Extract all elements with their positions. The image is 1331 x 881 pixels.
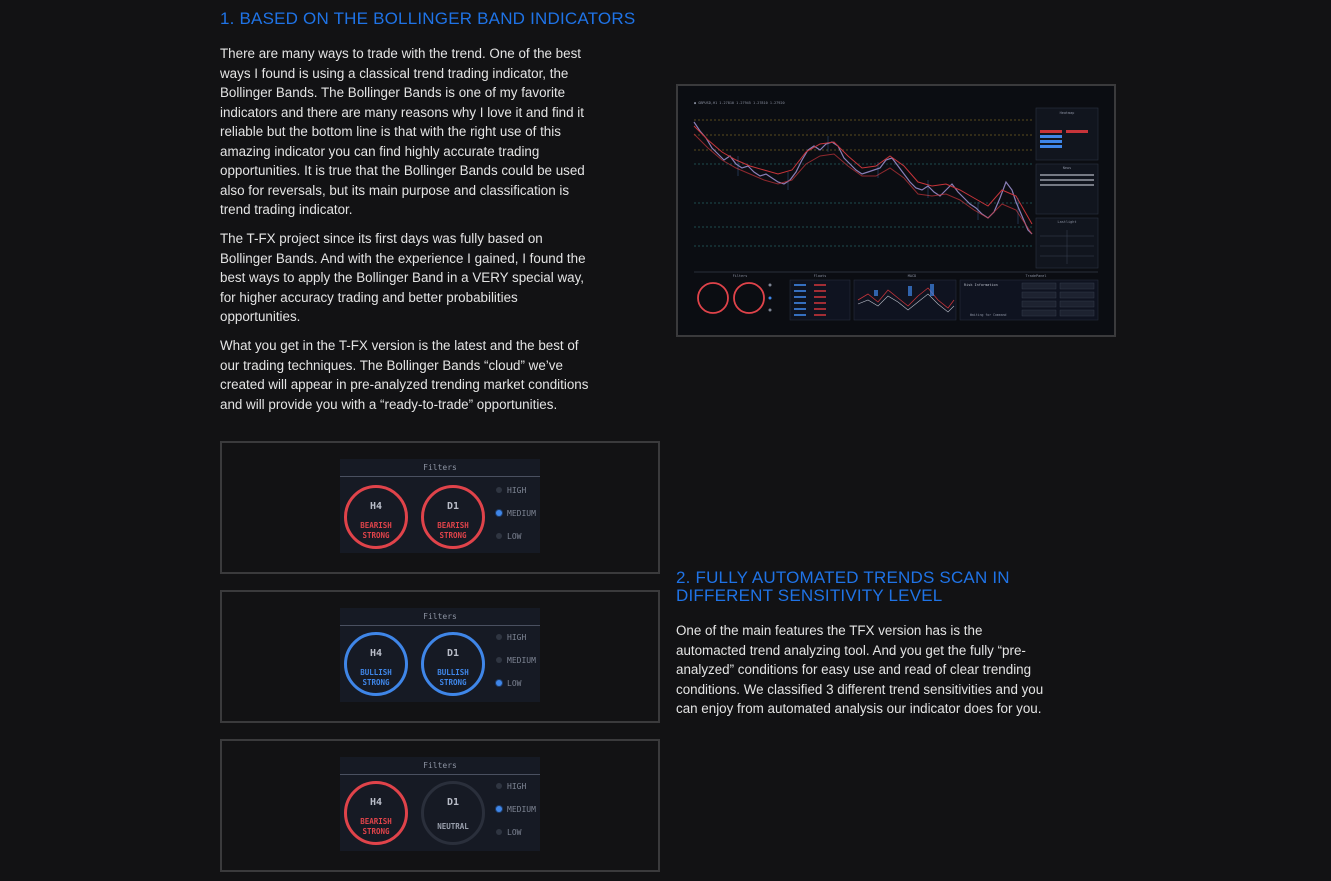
timeframe-label: D1: [446, 797, 460, 808]
trend-state-label: NEUTRAL: [437, 822, 469, 831]
risk-information-title: Risk Information: [964, 283, 998, 287]
radio-selected-icon: [496, 805, 502, 812]
radio-icon: [496, 828, 502, 835]
filters-title: Filters: [423, 612, 457, 621]
sensitivity-option-low[interactable]: LOW: [496, 531, 521, 543]
timeframe-label: H4: [369, 501, 383, 512]
heatmap-panel-title: Heatmap: [1060, 111, 1075, 115]
trend-state-label: BEARISH STRONG: [360, 817, 392, 836]
chart-screenshot-graphic: ● GBPUSD,H1 1.27810 1.27945 1.27810 1.27…: [678, 86, 1114, 335]
timeframe-label: H4: [369, 648, 383, 659]
trend-state-label: BULLISH STRONG: [437, 668, 469, 687]
filters-panel-title: Filters: [733, 274, 748, 278]
filters-title: Filters: [423, 463, 457, 472]
filters-title: Filters: [423, 761, 457, 770]
status-text: Waiting for Command: [970, 313, 1007, 317]
floats-panel-title: Floats: [814, 274, 827, 278]
trend-ring-h4: H4 BULLISH STRONG: [344, 632, 408, 696]
macd-panel-title: MACD: [908, 274, 916, 278]
news-panel-title: News: [1063, 166, 1071, 170]
trend-state-label: BULLISH STRONG: [360, 668, 392, 687]
radio-icon: [496, 532, 502, 539]
section-1-title: 1. BASED ON THE BOLLINGER BAND INDICATOR…: [220, 9, 636, 28]
timeframe-label: D1: [446, 501, 460, 512]
radio-icon: [496, 656, 502, 663]
section-2-title: 2. FULLY AUTOMATED TRENDS SCAN IN DIFFER…: [676, 568, 1010, 605]
filter-screenshot-2: Filters H4 BULLISH STRONG D1 BULLISH STRON…: [220, 590, 660, 723]
trend-ring-d1: D1 BEARISH STRONG: [421, 485, 485, 549]
sensitivity-option-high[interactable]: HIGH: [496, 632, 526, 644]
timeframe-label: D1: [446, 648, 460, 659]
filters-panel: Filters H4 BEARISH STRONG D1 NEUTRAL HIGH…: [340, 757, 540, 851]
sensitivity-option-high[interactable]: HIGH: [496, 781, 526, 793]
section-2-paragraph: One of the main features the TFX version…: [676, 623, 1044, 716]
sensitivity-option-high[interactable]: HIGH: [496, 485, 526, 497]
radio-icon: [496, 486, 502, 493]
filter-screenshot-1: Filters H4 BEARISH STRONG D1 BEARISH STRON…: [220, 441, 660, 574]
sensitivity-option-low[interactable]: LOW: [496, 678, 521, 690]
radio-icon: [496, 782, 502, 789]
lastlight-panel-title: Lastlight: [1058, 220, 1077, 224]
section-1-paragraph-1: There are many ways to trade with the tr…: [220, 46, 585, 217]
tradepanel-title: TradePanel: [1025, 274, 1046, 278]
radio-icon: [496, 633, 502, 640]
trend-state-label: BEARISH STRONG: [437, 521, 469, 540]
timeframe-label: H4: [369, 797, 383, 808]
divider: [340, 774, 540, 775]
divider: [340, 476, 540, 477]
trend-ring-h4: H4 BEARISH STRONG: [344, 485, 408, 549]
sensitivity-option-low[interactable]: LOW: [496, 827, 521, 839]
trend-state-label: BEARISH STRONG: [360, 521, 392, 540]
section-1-paragraph-3: What you get in the T-FX version is the …: [220, 338, 589, 412]
trend-ring-d1: D1 NEUTRAL: [421, 781, 485, 845]
divider: [340, 625, 540, 626]
sensitivity-option-medium[interactable]: MEDIUM: [496, 508, 536, 520]
filters-panel: Filters H4 BEARISH STRONG D1 BEARISH STRON…: [340, 459, 540, 553]
radio-selected-icon: [496, 679, 502, 686]
trend-ring-d1: D1 BULLISH STRONG: [421, 632, 485, 696]
filter-screenshot-3: Filters H4 BEARISH STRONG D1 NEUTRAL HIGH…: [220, 739, 660, 872]
filters-panel: Filters H4 BULLISH STRONG D1 BULLISH STRON…: [340, 608, 540, 702]
section-1-paragraph-2: The T-FX project since its first days wa…: [220, 231, 586, 324]
trend-ring-h4: H4 BEARISH STRONG: [344, 781, 408, 845]
trading-platform-screenshot: ● GBPUSD,H1 1.27810 1.27945 1.27810 1.27…: [676, 84, 1116, 337]
svg-text:● GBPUSD,H1 1.27810 1.27945 1.: ● GBPUSD,H1 1.27810 1.27945 1.27810 1.27…: [694, 101, 785, 105]
sensitivity-option-medium[interactable]: MEDIUM: [496, 655, 536, 667]
sensitivity-option-medium[interactable]: MEDIUM: [496, 804, 536, 816]
radio-selected-icon: [496, 509, 502, 516]
